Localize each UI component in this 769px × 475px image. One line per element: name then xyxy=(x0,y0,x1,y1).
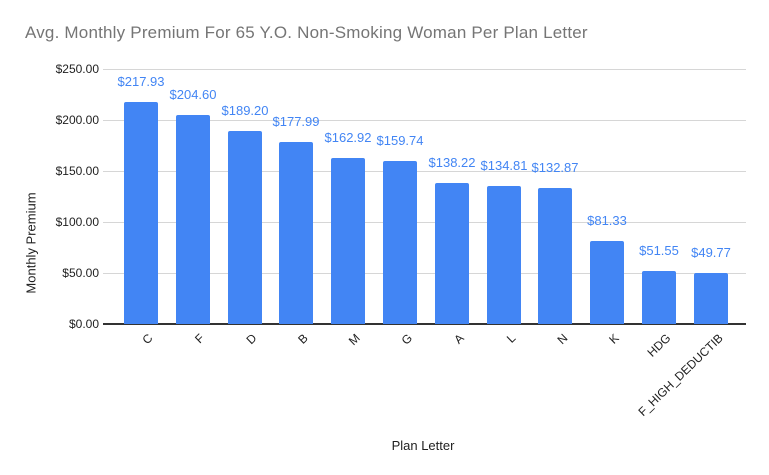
gridline xyxy=(103,222,746,223)
x-axis-line xyxy=(103,323,746,325)
bar-value-label: $189.20 xyxy=(221,103,269,118)
y-tick-label: $150.00 xyxy=(55,164,99,178)
x-tick-label: D xyxy=(243,331,260,348)
bar-HDG xyxy=(642,271,676,324)
y-tick-label: $250.00 xyxy=(55,62,99,76)
x-tick-label: N xyxy=(554,331,571,348)
x-tick-label: L xyxy=(503,331,519,346)
x-tick-label: C xyxy=(139,331,156,348)
bar-A xyxy=(435,183,469,324)
chart-title: Avg. Monthly Premium For 65 Y.O. Non-Smo… xyxy=(25,23,588,42)
gridline xyxy=(103,171,746,172)
bar-value-label: $138.22 xyxy=(428,155,476,170)
bar-value-label: $204.60 xyxy=(169,87,217,102)
gridline xyxy=(103,69,746,70)
gridline xyxy=(103,120,746,121)
x-tick-label: B xyxy=(295,331,312,347)
bar-value-label: $177.99 xyxy=(272,114,320,129)
gridline xyxy=(103,273,746,274)
x-tick-label: K xyxy=(606,331,622,347)
bar-value-label: $162.92 xyxy=(324,130,372,145)
bar-value-label: $49.77 xyxy=(691,245,731,260)
x-tick-label: G xyxy=(398,331,415,348)
bar-K xyxy=(590,241,624,324)
y-tick-label: $200.00 xyxy=(55,113,99,127)
bar-value-label: $217.93 xyxy=(117,74,165,89)
bar-F xyxy=(176,115,210,324)
bar-D xyxy=(228,131,262,324)
bar-value-label: $51.55 xyxy=(639,243,679,258)
y-tick-label: $50.00 xyxy=(62,266,99,280)
bar-B xyxy=(279,142,313,324)
x-tick-label: HDG xyxy=(644,331,674,360)
y-tick-label: $0.00 xyxy=(68,317,99,331)
bar-N xyxy=(538,188,572,324)
y-tick-label: $100.00 xyxy=(55,215,99,229)
bar-L xyxy=(487,186,521,324)
x-axis-title: Plan Letter xyxy=(391,438,455,453)
bar-value-label: $81.33 xyxy=(587,213,627,228)
bar-value-label: $132.87 xyxy=(531,160,579,175)
x-tick-label: M xyxy=(346,331,363,349)
bar-G xyxy=(383,161,417,324)
x-tick-label: A xyxy=(451,331,467,347)
bar-F_HIGH_DEDUCTIB xyxy=(694,273,728,324)
bar-C xyxy=(124,102,158,324)
bar-value-label: $159.74 xyxy=(376,133,424,148)
bar-M xyxy=(331,158,365,324)
bar-value-label: $134.81 xyxy=(480,158,528,173)
x-tick-label: F xyxy=(192,331,208,347)
